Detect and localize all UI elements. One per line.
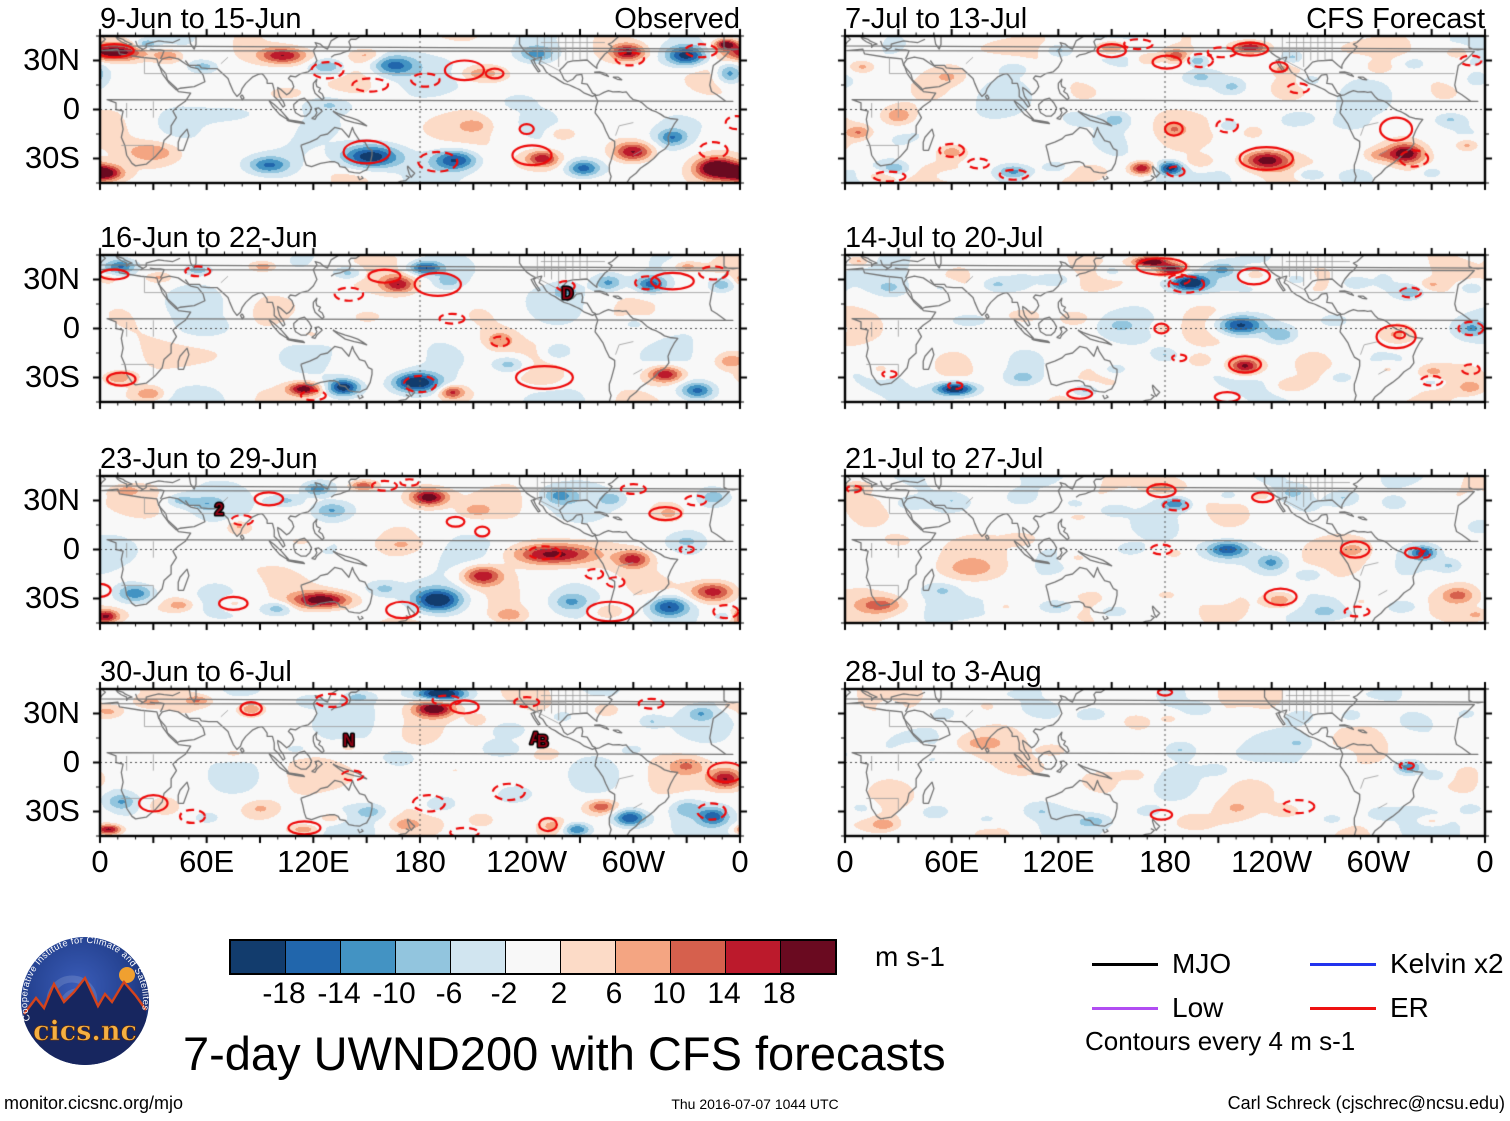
legend-line-mjo bbox=[1092, 963, 1158, 966]
lon-tick-label: 0 bbox=[91, 844, 109, 879]
logo-ridge-line bbox=[23, 975, 147, 1015]
lon-tick-label: 120W bbox=[1231, 844, 1313, 879]
legend-label-mjo: MJO bbox=[1172, 948, 1232, 979]
map-panel-canvas bbox=[836, 680, 1494, 845]
lon-tick-label: 120E bbox=[1022, 844, 1095, 879]
footer-timestamp: Thu 2016-07-07 1044 UTC bbox=[671, 1096, 839, 1112]
footer-url: monitor.cicsnc.org/mjo bbox=[4, 1093, 184, 1113]
lat-tick-label: 30N bbox=[23, 41, 80, 77]
colorbar-tick-label: -6 bbox=[435, 977, 463, 1010]
map-panel-canvas bbox=[91, 680, 749, 845]
cicsnc-logo: cics.nc Cooperative Institute for Climat… bbox=[19, 935, 151, 1065]
colorbar-tick-label: -14 bbox=[317, 977, 361, 1010]
colorbar-segment bbox=[671, 941, 726, 973]
panel-title: 28-Jul to 3-Aug bbox=[845, 656, 1042, 688]
lon-tick-label: 120E bbox=[277, 844, 350, 879]
colorbar-segment bbox=[616, 941, 671, 973]
colorbar-tick-label: 18 bbox=[762, 977, 796, 1010]
lat-tick-label: 0 bbox=[62, 309, 80, 345]
map-panel-canvas bbox=[91, 27, 749, 192]
colorbar-segment bbox=[561, 941, 616, 973]
lon-tick-label: 60W bbox=[1346, 844, 1411, 879]
logo-wordmark: cics.nc bbox=[33, 1016, 137, 1047]
panel-title: 7-Jul to 13-Jul bbox=[845, 3, 1028, 35]
main-title: 7-day UWND200 with CFS forecasts bbox=[183, 1027, 946, 1080]
legend-label-low: Low bbox=[1172, 992, 1224, 1023]
colorbar-tick-label: 2 bbox=[550, 977, 568, 1010]
lat-tick-label: 30S bbox=[24, 358, 80, 394]
legend-label-kelvin: Kelvin x2 bbox=[1390, 948, 1504, 979]
lat-tick-label: 0 bbox=[62, 90, 80, 126]
colorbar-tick-label: 14 bbox=[707, 977, 741, 1010]
logo-sun bbox=[119, 967, 135, 983]
colorbar bbox=[229, 939, 837, 975]
lon-tick-label: 180 bbox=[394, 844, 446, 879]
map-panel-canvas bbox=[836, 27, 1494, 192]
colorbar-segment bbox=[341, 941, 396, 973]
colorbar-segment bbox=[231, 941, 286, 973]
lon-tick-label: 120W bbox=[486, 844, 568, 879]
map-panel-canvas bbox=[836, 467, 1494, 632]
colorbar-tick-label: 10 bbox=[652, 977, 686, 1010]
lat-tick-label: 30S bbox=[24, 792, 80, 828]
lon-tick-label: 0 bbox=[1476, 844, 1494, 879]
legend-label-er: ER bbox=[1390, 992, 1429, 1023]
colorbar-segment bbox=[781, 941, 835, 973]
legend-line-er bbox=[1310, 1007, 1376, 1010]
lon-tick-label: 0 bbox=[731, 844, 749, 879]
lat-tick-label: 30N bbox=[23, 260, 80, 296]
lat-tick-label: 30N bbox=[23, 481, 80, 517]
colorbar-tick-label: -10 bbox=[372, 977, 416, 1010]
map-panel-canvas bbox=[91, 246, 749, 411]
panel-title: 16-Jun to 22-Jun bbox=[100, 222, 318, 254]
legend-line-low bbox=[1092, 1007, 1158, 1010]
colorbar-tick-label: -2 bbox=[490, 977, 518, 1010]
colorbar-tick-label: -18 bbox=[262, 977, 306, 1010]
footer-credit: Carl Schreck (cjschrec@ncsu.edu) bbox=[1227, 1093, 1505, 1113]
colorbar-unit-label: m s-1 bbox=[875, 941, 945, 972]
logo-mountains bbox=[24, 978, 146, 1065]
lon-tick-label: 0 bbox=[836, 844, 854, 879]
lon-tick-label: 180 bbox=[1139, 844, 1191, 879]
colorbar-segment bbox=[506, 941, 561, 973]
lat-tick-label: 30S bbox=[24, 579, 80, 615]
panel-title: 9-Jun to 15-Jun bbox=[100, 3, 302, 35]
colorbar-segment bbox=[451, 941, 506, 973]
panel-title: 30-Jun to 6-Jul bbox=[100, 656, 292, 688]
lat-tick-label: 0 bbox=[62, 743, 80, 779]
panel-title: 14-Jul to 20-Jul bbox=[845, 222, 1044, 254]
lon-tick-label: 60E bbox=[924, 844, 980, 879]
lat-tick-label: 30N bbox=[23, 694, 80, 730]
column-header: CFS Forecast bbox=[1306, 3, 1485, 35]
contour-interval-note: Contours every 4 m s-1 bbox=[1085, 1026, 1356, 1056]
colorbar-segment bbox=[726, 941, 781, 973]
colorbar-tick-label: 6 bbox=[605, 977, 623, 1010]
lon-tick-label: 60E bbox=[179, 844, 235, 879]
panel-title: 23-Jun to 29-Jun bbox=[100, 443, 318, 475]
colorbar-segment bbox=[396, 941, 451, 973]
lat-tick-label: 30S bbox=[24, 139, 80, 175]
legend-line-kelvin bbox=[1310, 963, 1376, 966]
lon-tick-label: 60W bbox=[601, 844, 666, 879]
panel-title: 21-Jul to 27-Jul bbox=[845, 443, 1044, 475]
column-header: Observed bbox=[614, 3, 740, 35]
colorbar-segment bbox=[286, 941, 341, 973]
map-panel-canvas bbox=[91, 467, 749, 632]
lat-tick-label: 0 bbox=[62, 530, 80, 566]
map-panel-canvas bbox=[836, 246, 1494, 411]
